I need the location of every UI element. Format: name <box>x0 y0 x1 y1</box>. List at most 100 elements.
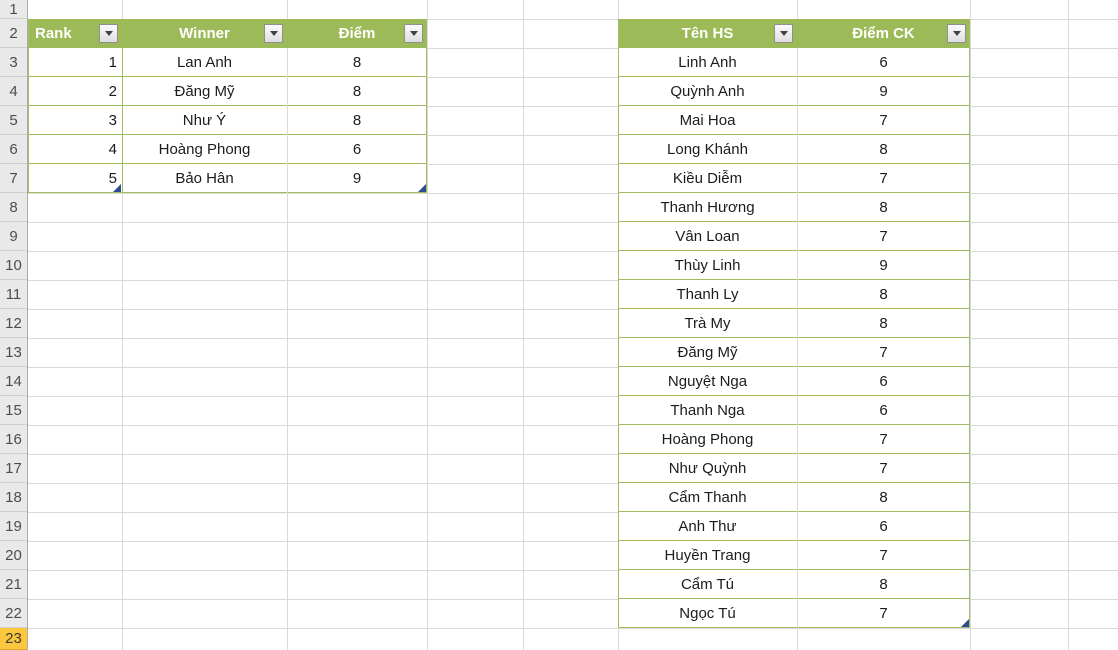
row-header-9[interactable]: 9 <box>0 222 27 251</box>
row-header-2[interactable]: 2 <box>0 19 27 48</box>
row-header-4[interactable]: 4 <box>0 77 27 106</box>
cell[interactable]: Đăng Mỹ <box>677 343 738 361</box>
cell[interactable]: Nguyệt Nga <box>667 372 748 390</box>
cell[interactable]: Ngọc Tú <box>679 604 736 622</box>
cell[interactable]: 8 <box>352 111 362 129</box>
cell[interactable]: 6 <box>879 53 888 71</box>
row-header-10[interactable]: 10 <box>0 251 27 280</box>
cell[interactable]: Hoàng Phong <box>158 140 251 158</box>
cell[interactable]: 9 <box>352 169 362 187</box>
row-header-16[interactable]: 16 <box>0 425 27 454</box>
cell[interactable]: Như Quỳnh <box>668 459 747 477</box>
cell[interactable]: Mai Hoa <box>679 111 736 129</box>
filter-button[interactable] <box>404 24 423 43</box>
row-header-19[interactable]: 19 <box>0 512 27 541</box>
cell[interactable]: 7 <box>879 169 888 187</box>
row-header-22[interactable]: 22 <box>0 599 27 628</box>
row-header-3[interactable]: 3 <box>0 48 27 77</box>
row-header-8[interactable]: 8 <box>0 193 27 222</box>
cell[interactable]: 9 <box>879 82 888 100</box>
table-row: Vân Loan 7 <box>618 222 970 251</box>
row-header-20[interactable]: 20 <box>0 541 27 570</box>
filter-button[interactable] <box>774 24 793 43</box>
column-header-1[interactable]: Tên HS <box>618 19 797 48</box>
cell[interactable]: Đăng Mỹ <box>174 82 235 100</box>
filter-button[interactable] <box>947 24 966 43</box>
cell[interactable]: 8 <box>879 285 888 303</box>
gridline-horizontal <box>28 77 1118 78</box>
cell[interactable]: Huyền Trang <box>664 546 751 564</box>
row-header-11[interactable]: 11 <box>0 280 27 309</box>
cell[interactable]: 6 <box>879 517 888 535</box>
cell[interactable]: Thanh Hương <box>660 198 755 216</box>
cell[interactable]: 7 <box>879 604 888 622</box>
cell[interactable]: 6 <box>352 140 362 158</box>
cell[interactable]: 7 <box>879 546 888 564</box>
filter-button[interactable] <box>99 24 118 43</box>
cell[interactable]: Quỳnh Anh <box>670 82 745 100</box>
cell[interactable]: 3 <box>108 111 117 129</box>
row-header-23[interactable]: 23 <box>0 628 27 650</box>
cell[interactable]: Linh Anh <box>678 53 737 71</box>
column-header-2[interactable]: Winner <box>122 19 287 48</box>
cell[interactable]: Hoàng Phong <box>661 430 754 448</box>
cell[interactable]: 8 <box>879 575 888 593</box>
gridline-horizontal <box>28 280 1118 281</box>
cell[interactable]: 8 <box>879 314 888 332</box>
gridline-vertical <box>287 0 288 650</box>
cell[interactable]: Long Khánh <box>667 140 748 158</box>
row-header-21[interactable]: 21 <box>0 570 27 599</box>
cell[interactable]: 6 <box>879 372 888 390</box>
column-header-3[interactable]: Điểm <box>287 19 427 48</box>
cell[interactable]: Lan Anh <box>176 53 233 71</box>
cell[interactable]: 7 <box>879 343 888 361</box>
table-resize-handle[interactable] <box>418 184 426 192</box>
cell[interactable]: 8 <box>352 82 362 100</box>
column-header-1[interactable]: Rank <box>28 19 122 48</box>
filter-button[interactable] <box>264 24 283 43</box>
gridline-horizontal <box>28 309 1118 310</box>
cell[interactable]: Cẩm Tú <box>680 575 735 593</box>
row-header-5[interactable]: 5 <box>0 106 27 135</box>
cell[interactable]: 1 <box>108 53 117 71</box>
row-header-13[interactable]: 13 <box>0 338 27 367</box>
cell[interactable]: Bảo Hân <box>175 169 234 187</box>
gridline-horizontal <box>28 570 1118 571</box>
row-header-1[interactable]: 1 <box>0 0 27 19</box>
cell[interactable]: Thanh Ly <box>676 285 739 303</box>
row-header-17[interactable]: 17 <box>0 454 27 483</box>
cell[interactable]: Thùy Linh <box>674 256 741 274</box>
table-row: Cẩm Thanh 8 <box>618 483 970 512</box>
gridline-horizontal <box>28 338 1118 339</box>
cell[interactable]: 8 <box>352 53 362 71</box>
cell[interactable]: Như Ý <box>182 111 227 129</box>
cell[interactable]: Vân Loan <box>675 227 740 245</box>
table-resize-handle[interactable] <box>961 619 969 627</box>
column-header-2[interactable]: Điểm CK <box>797 19 970 48</box>
row-header-15[interactable]: 15 <box>0 396 27 425</box>
cell[interactable]: 7 <box>879 227 888 245</box>
table-resize-handle[interactable] <box>113 184 121 192</box>
cell[interactable]: 2 <box>108 82 117 100</box>
row-header-6[interactable]: 6 <box>0 135 27 164</box>
gridline-horizontal <box>28 222 1118 223</box>
cell[interactable]: 4 <box>108 140 117 158</box>
cell[interactable]: 8 <box>879 198 888 216</box>
row-header-18[interactable]: 18 <box>0 483 27 512</box>
cell[interactable]: 6 <box>879 401 888 419</box>
cell[interactable]: 5 <box>108 169 117 187</box>
cell[interactable]: 7 <box>879 111 888 129</box>
row-header-12[interactable]: 12 <box>0 309 27 338</box>
cell[interactable]: Cẩm Thanh <box>668 488 747 506</box>
cell[interactable]: 7 <box>879 459 888 477</box>
cell[interactable]: Trà My <box>684 314 731 332</box>
cell[interactable]: Kiều Diễm <box>672 169 743 187</box>
cell[interactable]: 8 <box>879 488 888 506</box>
cell[interactable]: 9 <box>879 256 888 274</box>
cell[interactable]: Anh Thư <box>678 517 737 535</box>
cell[interactable]: Thanh Nga <box>670 401 745 419</box>
row-header-7[interactable]: 7 <box>0 164 27 193</box>
cell[interactable]: 7 <box>879 430 888 448</box>
row-header-14[interactable]: 14 <box>0 367 27 396</box>
cell[interactable]: 8 <box>879 140 888 158</box>
